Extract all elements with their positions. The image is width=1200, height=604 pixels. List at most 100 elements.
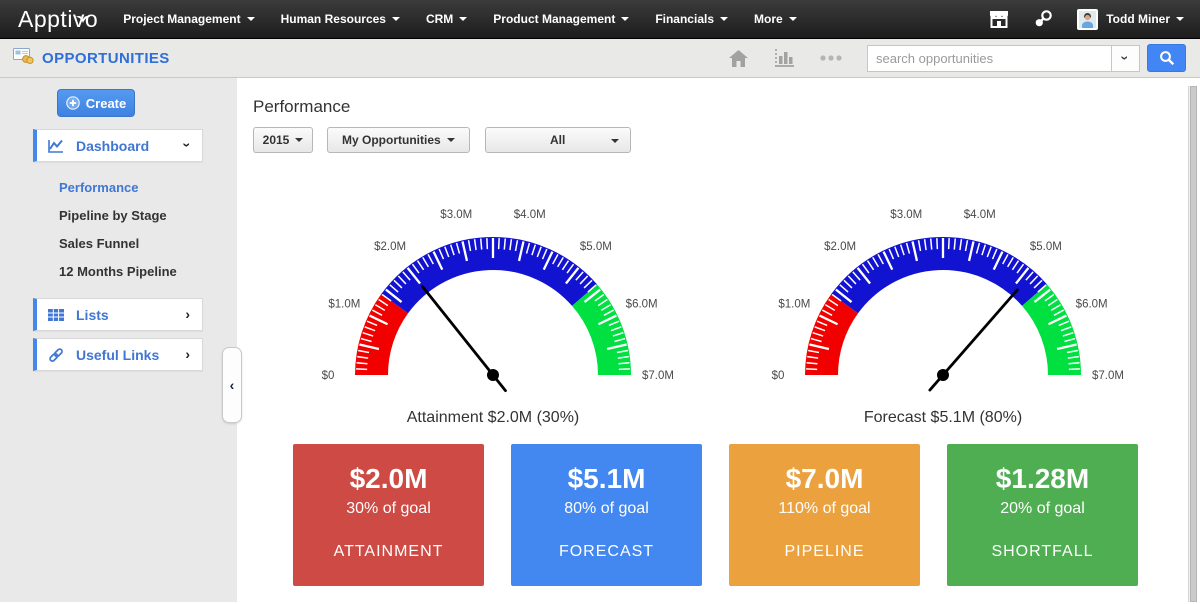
magnifier-icon: [1159, 51, 1174, 66]
kpi-cards-row: $2.0M 30% of goal ATTAINMENT $5.1M 80% o…: [293, 444, 1200, 586]
nav-product-management[interactable]: Product Management: [480, 0, 642, 39]
search-button[interactable]: [1147, 44, 1186, 72]
grid-icon: [47, 308, 65, 322]
sidebar-collapse-handle[interactable]: ‹: [222, 347, 242, 423]
plus-icon: [65, 96, 80, 110]
sidebar-item-sales-funnel[interactable]: Sales Funnel: [59, 236, 140, 251]
vertical-scrollbar[interactable]: [1188, 86, 1197, 602]
svg-text:$5.0M: $5.0M: [1030, 241, 1062, 253]
filter-bar: 2015 My Opportunities All: [253, 127, 1200, 153]
nav-crm[interactable]: CRM: [413, 0, 480, 39]
search-input[interactable]: [867, 44, 1112, 72]
ellipsis-icon[interactable]: [819, 54, 843, 62]
sidebar: Create Dashboard › Performance Pipeline …: [0, 78, 237, 602]
svg-text:$2.0M: $2.0M: [824, 241, 856, 253]
scrollbar-thumb[interactable]: [1190, 86, 1197, 602]
forecast-gauge: $0 $1.0M $2.0M $3.0M $4.0M $5.0M $6.0M $7.0M: [733, 179, 1153, 411]
caret-down-icon: [295, 138, 304, 142]
attainment-gauge: $0 $1.0M $2.0M $3.0M $4.0M $5.0M $6.0M $7.0M: [283, 179, 703, 411]
svg-text:$4.0M: $4.0M: [964, 209, 996, 221]
svg-text:$7.0M: $7.0M: [1092, 370, 1124, 382]
caret-down-icon: [788, 17, 797, 21]
pipeline-value: $7.0M: [785, 463, 864, 494]
svg-text:$6.0M: $6.0M: [1076, 298, 1108, 310]
gauges-row: $0 $1.0M $2.0M $3.0M $4.0M $5.0M $6.0M $7.0M At…: [268, 179, 1200, 427]
forecast-card: $5.1M 80% of goal FORECAST: [511, 444, 702, 586]
attainment-gauge-caption: Attainment $2.0M (30%): [406, 409, 580, 426]
chevron-right-icon: ›: [185, 345, 190, 362]
pipeline-card: $7.0M 110% of goal PIPELINE: [729, 444, 920, 586]
content-area: Create Dashboard › Performance Pipeline …: [0, 78, 1200, 602]
sidebar-item-pipeline-by-stage[interactable]: Pipeline by Stage: [59, 208, 167, 223]
key-icon[interactable]: [1033, 9, 1053, 29]
apptivo-logo[interactable]: Apptivo: [18, 6, 98, 33]
page-title: Performance: [253, 97, 351, 116]
page-app-title: OPPORTUNITIES: [42, 49, 170, 67]
sidebar-item-dashboard[interactable]: Dashboard ›: [33, 129, 203, 162]
app-header-bar: OPPORTUNITIES ›: [0, 39, 1200, 78]
caret-down-icon: [446, 138, 455, 142]
svg-text:$1.0M: $1.0M: [328, 298, 360, 310]
caret-down-icon: [246, 17, 255, 21]
chevron-down-icon: ›: [1117, 55, 1134, 61]
user-avatar[interactable]: [1077, 8, 1099, 30]
pipeline-percent: 110% of goal: [778, 500, 871, 517]
chevron-down-icon: ›: [179, 142, 196, 147]
attainment-gauge-block: $0 $1.0M $2.0M $3.0M $4.0M $5.0M $6.0M $7.0M At…: [268, 179, 718, 427]
leaf-icon: [76, 2, 90, 29]
shortfall-card: $1.28M 20% of goal SHORTFALL: [947, 444, 1138, 586]
user-menu[interactable]: Todd Miner: [1106, 12, 1184, 26]
home-icon[interactable]: [728, 49, 749, 68]
attainment-value: $2.0M: [349, 463, 428, 494]
sidebar-item-performance[interactable]: Performance: [59, 180, 139, 195]
year-filter-dropdown[interactable]: 2015: [253, 127, 313, 153]
chevron-right-icon: ›: [185, 305, 190, 322]
attainment-label: ATTAINMENT: [333, 543, 444, 560]
caret-down-icon: [391, 17, 400, 21]
shortfall-label: SHORTFALL: [991, 543, 1094, 560]
nav-financials[interactable]: Financials: [642, 0, 741, 39]
nav-more[interactable]: More: [741, 0, 810, 39]
search-options-toggle[interactable]: ›: [1112, 44, 1140, 72]
app-toolbar: ›: [728, 44, 1186, 72]
owner-filter-dropdown[interactable]: My Opportunities: [327, 127, 470, 153]
attainment-percent: 30% of goal: [346, 500, 431, 517]
attainment-card: $2.0M 30% of goal ATTAINMENT: [293, 444, 484, 586]
svg-text:$6.0M: $6.0M: [626, 298, 658, 310]
shortfall-value: $1.28M: [995, 463, 1090, 494]
svg-text:$7.0M: $7.0M: [642, 370, 674, 382]
svg-text:$3.0M: $3.0M: [890, 209, 922, 221]
sidebar-item-lists[interactable]: Lists ›: [33, 298, 203, 331]
nav-human-resources[interactable]: Human Resources: [268, 0, 413, 39]
caret-down-icon: [1176, 17, 1184, 21]
dashboard-subnav: Performance Pipeline by Stage Sales Funn…: [59, 174, 237, 286]
svg-text:$0: $0: [322, 370, 335, 382]
svg-text:$3.0M: $3.0M: [440, 209, 472, 221]
svg-text:$0: $0: [772, 370, 785, 382]
top-nav: Apptivo Project Management Human Resourc…: [0, 0, 1200, 39]
main-panel: Performance 2015 My Opportunities All $0…: [237, 78, 1200, 602]
forecast-percent: 80% of goal: [564, 500, 649, 517]
forecast-value: $5.1M: [567, 463, 646, 494]
app-title-group: OPPORTUNITIES: [13, 47, 170, 69]
store-icon[interactable]: [987, 9, 1011, 29]
nav-project-management[interactable]: Project Management: [110, 0, 267, 39]
forecast-gauge-block: $0 $1.0M $2.0M $3.0M $4.0M $5.0M $6.0M $7.0M Fo…: [718, 179, 1168, 427]
shortfall-percent: 20% of goal: [1000, 500, 1085, 517]
caret-down-icon: [720, 17, 728, 21]
line-chart-icon: [47, 138, 65, 154]
opportunities-icon: [13, 47, 34, 69]
sidebar-item-useful-links[interactable]: Useful Links ›: [33, 338, 203, 371]
bar-chart-icon[interactable]: [773, 48, 795, 68]
forecast-gauge-caption: Forecast $5.1M (80%): [863, 409, 1023, 426]
create-button[interactable]: Create: [57, 89, 135, 117]
top-nav-right: Todd Miner: [965, 8, 1184, 30]
caret-down-icon: [621, 17, 630, 21]
svg-text:$4.0M: $4.0M: [514, 209, 546, 221]
forecast-label: FORECAST: [558, 543, 655, 560]
chevron-left-icon: ‹: [229, 377, 235, 393]
category-filter-dropdown[interactable]: All: [484, 127, 631, 153]
sidebar-item-12-months-pipeline[interactable]: 12 Months Pipeline: [59, 264, 177, 279]
svg-text:$2.0M: $2.0M: [374, 241, 406, 253]
